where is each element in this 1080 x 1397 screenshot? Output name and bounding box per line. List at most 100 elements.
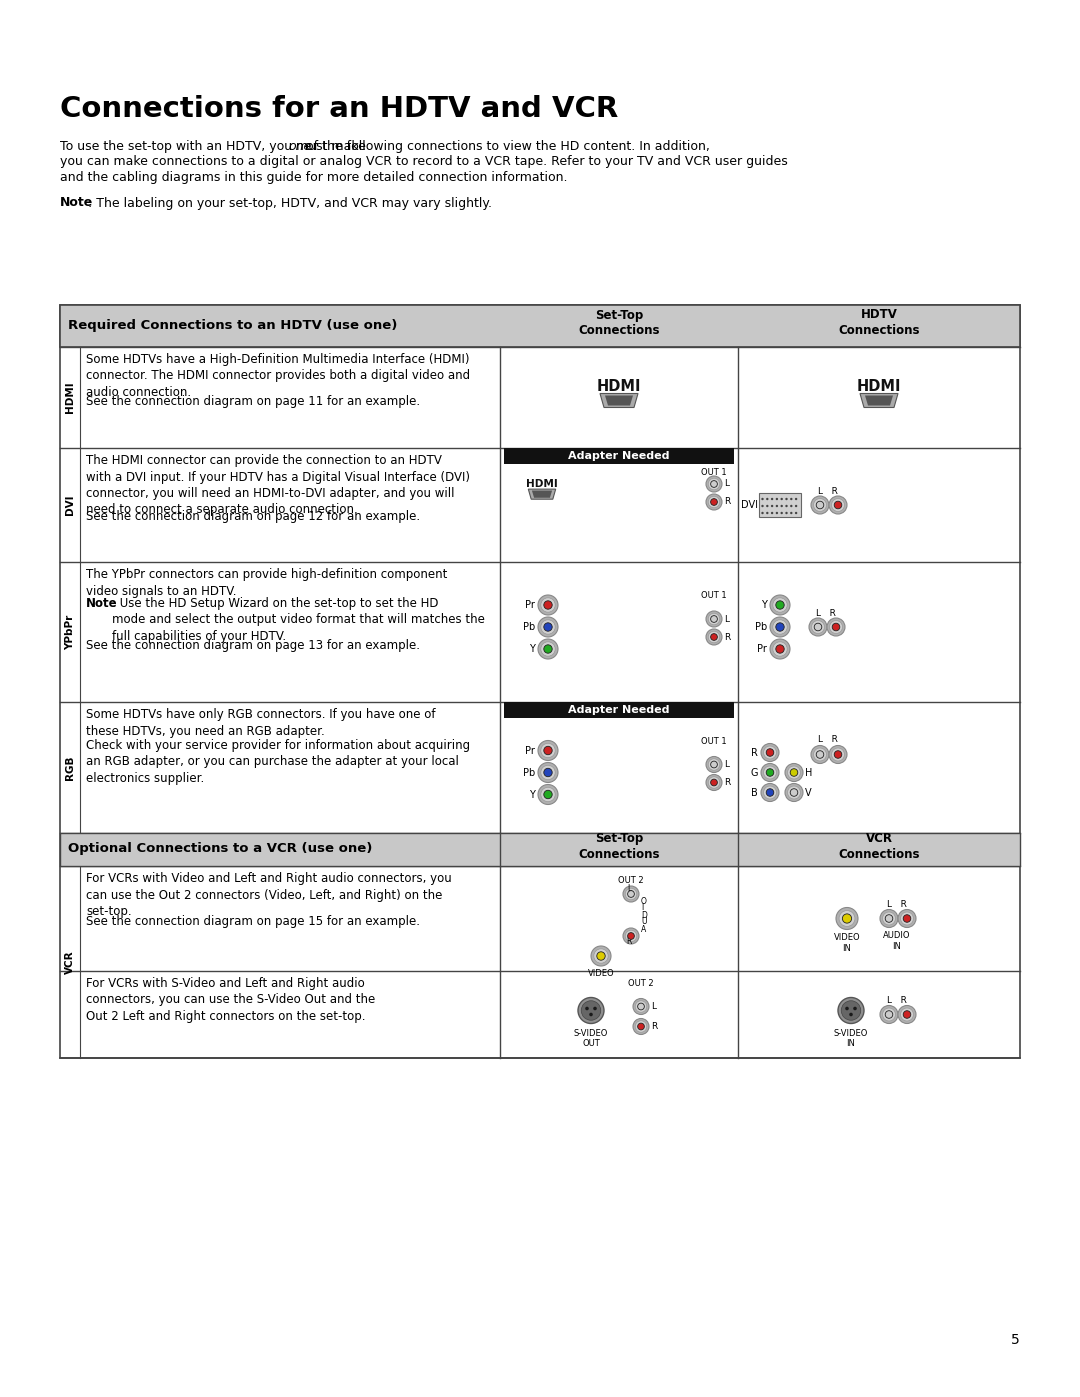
Text: OUT 1: OUT 1 (701, 591, 727, 599)
Text: U: U (642, 918, 647, 926)
Circle shape (903, 1010, 910, 1018)
Circle shape (627, 891, 634, 897)
Circle shape (886, 915, 893, 922)
Circle shape (538, 638, 558, 659)
Text: Pb: Pb (523, 622, 535, 631)
Circle shape (541, 766, 555, 780)
Circle shape (901, 912, 914, 925)
Circle shape (633, 999, 649, 1014)
Circle shape (538, 740, 558, 760)
Circle shape (764, 787, 777, 799)
Circle shape (773, 620, 787, 634)
Bar (759, 493, 801, 517)
Polygon shape (528, 489, 556, 499)
Circle shape (766, 504, 769, 507)
Circle shape (635, 1000, 647, 1013)
Text: For VCRs with S-Video and Left and Right audio
connectors, you can use the S-Vid: For VCRs with S-Video and Left and Right… (86, 977, 375, 1023)
Circle shape (814, 623, 822, 631)
Text: D: D (642, 911, 647, 919)
Circle shape (785, 764, 804, 781)
Text: Pr: Pr (757, 644, 767, 654)
Circle shape (761, 743, 779, 761)
Text: Adapter Needed: Adapter Needed (568, 451, 670, 461)
Text: Note: Note (86, 597, 118, 610)
Circle shape (544, 791, 552, 799)
Text: B: B (752, 788, 758, 798)
Circle shape (766, 768, 773, 777)
Text: The YPbPr connectors can provide high-definition component
video signals to an H: The YPbPr connectors can provide high-de… (86, 569, 447, 598)
Text: Some HDTVs have only RGB connectors. If you have one of
these HDTVs, you need an: Some HDTVs have only RGB connectors. If … (86, 708, 435, 738)
Circle shape (809, 617, 827, 636)
Text: : Use the HD Setup Wizard on the set-top to set the HD
mode and select the outpu: : Use the HD Setup Wizard on the set-top… (112, 597, 485, 643)
Circle shape (880, 909, 897, 928)
Bar (504, 703, 734, 718)
Circle shape (627, 933, 634, 939)
Circle shape (625, 888, 637, 900)
Circle shape (544, 645, 552, 654)
Text: you can make connections to a digital or analog VCR to record to a VCR tape. Ref: you can make connections to a digital or… (60, 155, 787, 169)
Circle shape (791, 768, 798, 777)
Circle shape (897, 909, 916, 928)
Circle shape (791, 789, 798, 796)
Circle shape (623, 928, 639, 944)
Circle shape (771, 504, 773, 507)
Circle shape (708, 759, 719, 770)
Circle shape (593, 1007, 597, 1010)
Text: OUT 2: OUT 2 (629, 979, 653, 988)
Text: HDMI: HDMI (856, 379, 901, 394)
Text: one: one (288, 140, 311, 154)
Circle shape (842, 914, 852, 923)
Polygon shape (860, 394, 897, 408)
Circle shape (711, 634, 717, 640)
Circle shape (708, 631, 719, 643)
Text: See the connection diagram on page 11 for an example.: See the connection diagram on page 11 fo… (86, 395, 420, 408)
Text: VCR
Connections: VCR Connections (838, 833, 920, 861)
Text: Y: Y (761, 599, 767, 610)
Text: Some HDTVs have a High-Definition Multimedia Interface (HDMI)
connector. The HDM: Some HDTVs have a High-Definition Multim… (86, 353, 470, 400)
Circle shape (832, 747, 845, 761)
Text: OUT 2: OUT 2 (618, 876, 644, 886)
Text: YPbPr: YPbPr (65, 615, 75, 650)
Circle shape (711, 481, 717, 488)
Text: Pr: Pr (525, 599, 535, 610)
Text: Pb: Pb (755, 622, 767, 631)
Circle shape (795, 497, 797, 500)
Circle shape (811, 620, 824, 633)
Circle shape (846, 1007, 849, 1010)
Circle shape (781, 511, 783, 514)
Text: R: R (626, 937, 632, 946)
Text: I: I (642, 904, 644, 912)
Circle shape (775, 601, 784, 609)
Text: L   R: L R (818, 488, 838, 496)
Circle shape (833, 623, 840, 631)
Text: See the connection diagram on page 12 for an example.: See the connection diagram on page 12 fo… (86, 510, 420, 522)
Text: L   R: L R (818, 735, 838, 745)
Circle shape (711, 761, 717, 768)
Circle shape (625, 930, 637, 942)
Text: L: L (626, 884, 631, 893)
Bar (60, 833, 1020, 866)
Circle shape (795, 504, 797, 507)
Text: DVI: DVI (65, 495, 75, 515)
Circle shape (711, 499, 717, 506)
Circle shape (538, 617, 558, 637)
Circle shape (623, 886, 639, 902)
Circle shape (706, 774, 723, 791)
Circle shape (836, 908, 858, 929)
Text: VIDEO
IN: VIDEO IN (834, 933, 861, 953)
Polygon shape (600, 394, 638, 408)
Circle shape (773, 598, 787, 612)
Circle shape (761, 511, 764, 514)
Text: R: R (751, 747, 758, 757)
Circle shape (886, 1010, 893, 1018)
Circle shape (544, 746, 552, 754)
Text: H: H (805, 767, 812, 778)
Bar (60, 305, 1020, 1058)
Circle shape (816, 750, 824, 759)
Circle shape (829, 620, 842, 633)
Circle shape (770, 638, 789, 659)
Circle shape (635, 1021, 647, 1032)
Polygon shape (532, 490, 552, 497)
Text: of the following connections to view the HD content. In addition,: of the following connections to view the… (302, 140, 711, 154)
Circle shape (766, 497, 769, 500)
